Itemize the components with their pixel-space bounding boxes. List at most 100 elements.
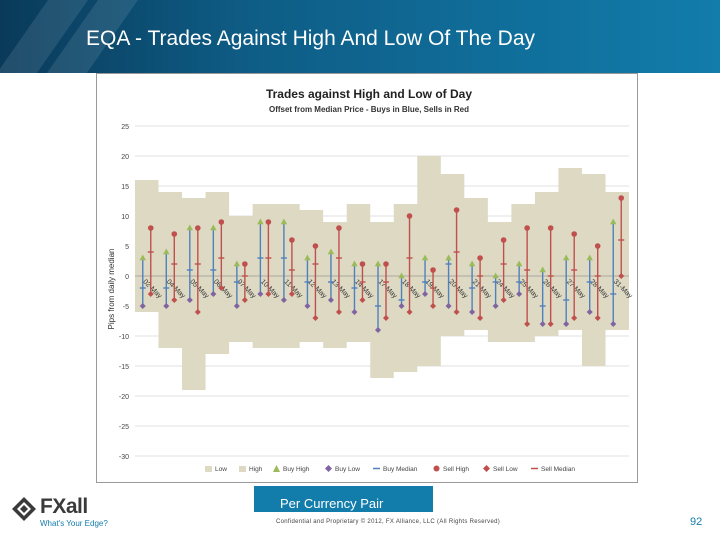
section-label: Per Currency Pair xyxy=(280,496,384,511)
sell-high-point xyxy=(242,261,248,267)
sell-low-point xyxy=(288,291,295,297)
buy-low-point xyxy=(539,321,546,327)
sell-low-point xyxy=(171,297,178,303)
buy-low-point xyxy=(586,309,593,315)
buy-low-point xyxy=(492,303,499,309)
legend-label: Low xyxy=(215,466,227,473)
sell-high-point xyxy=(477,255,483,261)
buy-low-point xyxy=(610,321,617,327)
chart-frame: Trades against High and Low of Day Offse… xyxy=(96,73,638,483)
buy-high-point xyxy=(539,266,546,273)
legend-item: Sell Median xyxy=(531,466,575,473)
sell-low-point xyxy=(500,297,507,303)
sell-high-point xyxy=(453,207,460,213)
title-banner: EQA - Trades Against High And Low Of The… xyxy=(0,0,720,73)
legend-label: Buy High xyxy=(283,466,310,473)
buy-high-point xyxy=(351,260,358,267)
buy-low-point xyxy=(304,303,311,309)
legend-label: Sell Median xyxy=(541,466,575,473)
y-tick-label: 15 xyxy=(121,184,129,191)
legend-swatch xyxy=(483,465,490,472)
sell-high-point xyxy=(571,231,577,237)
fxall-logo-icon xyxy=(12,497,36,521)
sell-high-point xyxy=(147,225,154,231)
buy-low-point xyxy=(445,303,452,309)
sell-low-point xyxy=(477,315,484,321)
sell-high-point xyxy=(430,267,436,273)
sell-low-point xyxy=(453,309,460,315)
legend-item: Buy Low xyxy=(325,465,360,473)
buy-low-point xyxy=(516,291,523,297)
sell-high-point xyxy=(547,225,554,231)
y-tick-label: 0 xyxy=(125,274,129,281)
legend-item: Buy High xyxy=(273,465,310,473)
legend-label: Buy Median xyxy=(383,466,418,473)
buy-low-point xyxy=(163,303,170,309)
buy-low-point xyxy=(210,291,217,297)
sell-high-point xyxy=(171,231,178,237)
page-number: 92 xyxy=(690,516,703,528)
buy-high-point xyxy=(421,254,429,261)
y-tick-label: 25 xyxy=(121,124,129,131)
buy-high-point xyxy=(610,218,617,225)
legend-item: High xyxy=(239,466,263,473)
chart-title: Trades against High and Low of Day xyxy=(266,87,472,101)
sell-low-point xyxy=(147,291,154,297)
legend-item: Buy Median xyxy=(373,466,418,473)
y-tick-label: -20 xyxy=(119,394,129,401)
sell-high-point xyxy=(383,261,389,267)
sell-high-point xyxy=(618,195,625,201)
buy-high-point xyxy=(515,260,523,267)
sell-low-point xyxy=(547,321,554,327)
logo-tagline: What's Your Edge? xyxy=(40,519,108,528)
buy-low-point xyxy=(257,291,264,297)
sell-low-point xyxy=(241,297,248,303)
sell-low-point xyxy=(359,297,366,303)
legend-swatch xyxy=(205,466,212,472)
trades-chart: Trades against High and Low of Day Offse… xyxy=(107,87,634,473)
buy-high-point xyxy=(445,254,452,261)
buy-high-point xyxy=(468,260,476,267)
buy-high-point xyxy=(257,218,264,225)
buy-high-point xyxy=(280,218,288,225)
legend-item: Sell Low xyxy=(483,465,518,473)
sell-low-point xyxy=(594,315,601,321)
slide-title: EQA - Trades Against High And Low Of The… xyxy=(86,27,536,50)
sell-high-point xyxy=(218,219,225,225)
y-tick-label: 10 xyxy=(121,214,129,221)
high-low-band xyxy=(135,156,629,390)
buy-low-point xyxy=(327,297,334,303)
buy-low-point xyxy=(398,303,405,309)
sell-low-point xyxy=(218,285,225,291)
legend-swatch xyxy=(433,465,440,472)
sell-high-point xyxy=(265,219,272,225)
sell-high-point xyxy=(336,225,342,231)
buy-low-point xyxy=(422,291,429,297)
y-tick-label: 20 xyxy=(121,154,129,161)
sell-low-point xyxy=(571,315,578,321)
logo-name: FXall xyxy=(40,495,88,518)
y-tick-label: -25 xyxy=(119,424,129,431)
y-tick-label: -5 xyxy=(123,304,129,311)
sell-low-point xyxy=(524,321,531,327)
buy-low-point xyxy=(186,297,193,303)
legend-label: High xyxy=(249,466,263,473)
y-tick-label: -15 xyxy=(119,364,129,371)
sell-low-point xyxy=(312,315,319,321)
sell-high-point xyxy=(500,237,507,243)
buy-high-point xyxy=(327,248,335,255)
buy-low-point xyxy=(375,327,382,333)
buy-high-point xyxy=(139,254,146,261)
buy-low-point xyxy=(351,309,358,315)
buy-high-point xyxy=(374,260,382,267)
sell-low-point xyxy=(382,315,389,321)
footer-text: Confidential and Proprietary © 2012, FX … xyxy=(276,519,501,525)
sell-low-point xyxy=(265,291,272,297)
legend-label: Buy Low xyxy=(335,466,360,473)
y-tick-label: 5 xyxy=(125,244,129,251)
buy-low-point xyxy=(139,303,146,309)
sell-low-point xyxy=(194,309,201,315)
buy-low-point xyxy=(563,321,570,327)
section-label-box: Per Currency Pair xyxy=(254,486,433,512)
